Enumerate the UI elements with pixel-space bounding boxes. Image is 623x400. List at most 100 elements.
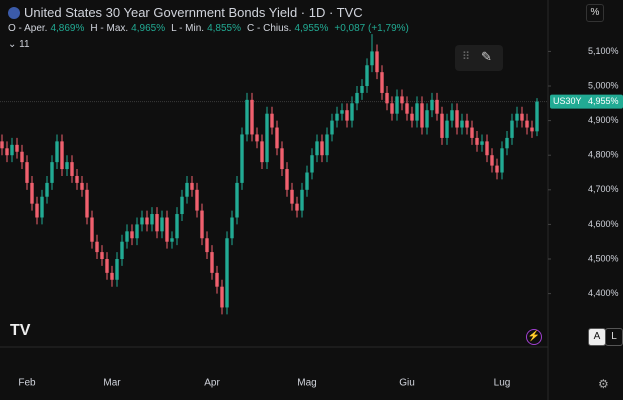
candle-body xyxy=(125,231,129,242)
candle-body xyxy=(455,110,459,128)
candle-body xyxy=(60,141,64,170)
indicator-toggle[interactable]: ⌄ 11 xyxy=(8,39,30,50)
ohlc-label: H - Max. xyxy=(90,23,129,34)
candle-body xyxy=(225,238,229,308)
candle-body xyxy=(115,259,119,280)
candle-body xyxy=(180,196,184,215)
candle-body xyxy=(530,127,534,132)
candle-body xyxy=(520,113,524,121)
candle-body xyxy=(365,65,369,87)
candle-body xyxy=(280,148,284,170)
candle-body xyxy=(245,99,249,135)
y-tick-label: 5,100% xyxy=(588,46,619,56)
x-tick-label: Feb xyxy=(18,378,36,389)
candle-body xyxy=(380,72,384,93)
candle-body xyxy=(435,99,439,114)
candle-body xyxy=(195,189,199,211)
candle-body xyxy=(10,144,14,156)
candle-body xyxy=(215,272,219,287)
candle-body xyxy=(320,141,324,156)
candle-body xyxy=(70,162,74,176)
candle-body xyxy=(230,217,234,239)
ohlc-value: 4,869% xyxy=(50,23,85,34)
candle-body xyxy=(0,141,4,149)
candle-body xyxy=(95,241,99,253)
y-tick-label: 4,500% xyxy=(588,253,619,263)
candle-body xyxy=(370,51,374,66)
candle-body xyxy=(250,99,254,135)
candle-body xyxy=(500,148,504,173)
candle-body xyxy=(45,182,49,197)
candle-body xyxy=(80,182,84,190)
indicator-count: 11 xyxy=(19,39,30,50)
candle-body xyxy=(325,134,329,156)
candle-body xyxy=(240,134,244,183)
x-tick-label: Mag xyxy=(297,378,316,389)
candle-body xyxy=(440,113,444,138)
candle-body xyxy=(485,141,489,156)
candle-body xyxy=(160,217,164,232)
candle-body xyxy=(345,110,349,121)
candle-body xyxy=(475,137,479,145)
ohlc-label: O - Aper. xyxy=(8,23,48,34)
log-scale-button[interactable]: L xyxy=(605,328,623,346)
flag-icon xyxy=(8,7,20,19)
alert-icon[interactable]: ⚡ xyxy=(526,329,542,345)
tv-logo[interactable]: TV xyxy=(10,322,31,339)
ohlc-value: 4,955% xyxy=(294,23,329,34)
candle-body xyxy=(65,162,69,170)
candle-body xyxy=(470,127,474,138)
change-value: +0,087 (+1,79%) xyxy=(334,23,409,34)
candle-body xyxy=(25,162,29,183)
candle-body xyxy=(375,51,379,73)
candle-body xyxy=(430,99,434,111)
candle-body xyxy=(445,120,449,138)
settings-icon[interactable]: ⚙ xyxy=(598,377,609,391)
price-tag-bg xyxy=(550,94,623,109)
candle-body xyxy=(110,272,114,280)
candle-body xyxy=(480,141,484,145)
candle-body xyxy=(255,134,259,142)
candle-body xyxy=(505,137,509,149)
candle-body xyxy=(495,165,499,173)
candle-body xyxy=(35,203,39,218)
candle-body xyxy=(405,103,409,114)
ohlc-value: 4,855% xyxy=(207,23,241,34)
candle-body xyxy=(200,210,204,239)
y-tick-label: 4,700% xyxy=(588,184,619,194)
candle-body xyxy=(400,96,404,104)
candle-body xyxy=(85,189,89,218)
title: United States 30 Year Government Bonds Y… xyxy=(24,5,363,20)
auto-scale-button[interactable]: A xyxy=(588,328,606,346)
ohlc-value: 4,965% xyxy=(131,23,166,34)
candle-body xyxy=(315,141,319,156)
candle-body xyxy=(270,113,274,128)
candle-body xyxy=(385,92,389,104)
candle-body xyxy=(5,148,9,156)
candle-body xyxy=(395,96,399,114)
candle-body xyxy=(140,217,144,225)
candle-body xyxy=(15,144,19,152)
candle-body xyxy=(130,231,134,239)
y-tick-label: 4,800% xyxy=(588,150,619,160)
drawing-toolbar[interactable]: ⠿ ✎ xyxy=(455,45,503,71)
scale-button[interactable]: % xyxy=(586,4,604,22)
candle-body xyxy=(410,113,414,121)
candle-body xyxy=(260,141,264,163)
candle-body xyxy=(305,172,309,190)
price-tag-symbol: US30Y xyxy=(553,96,582,106)
symbol-title[interactable]: United States 30 Year Government Bonds Y… xyxy=(8,5,363,20)
candle-body xyxy=(105,259,109,273)
candle-body xyxy=(210,252,214,273)
candle-body xyxy=(525,120,529,128)
candle-body xyxy=(515,113,519,121)
candle-body xyxy=(205,238,209,253)
candle-body xyxy=(30,182,34,204)
candle-body xyxy=(330,120,334,135)
y-tick-label: 5,000% xyxy=(588,80,619,90)
candle-body xyxy=(355,92,359,104)
candle-body xyxy=(165,217,169,242)
candle-body xyxy=(535,101,539,132)
